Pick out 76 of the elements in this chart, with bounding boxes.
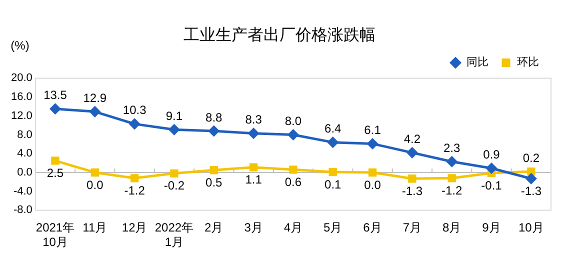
- point: [328, 137, 338, 148]
- data-label: 12.9: [83, 90, 107, 105]
- point: [368, 168, 377, 177]
- y-tick-label: -4.0: [13, 185, 32, 198]
- point: [328, 168, 337, 176]
- data-label: 0.0: [86, 178, 104, 192]
- data-label: 0.5: [206, 175, 223, 190]
- x-tick-label: 2月: [204, 220, 224, 235]
- point: [406, 147, 418, 158]
- x-tick-label: 10月: [518, 220, 544, 235]
- x-tick-label: 5月: [324, 220, 342, 235]
- data-label: -1.2: [124, 183, 146, 198]
- data-label: -1.3: [402, 184, 423, 198]
- data-label: -0.1: [481, 178, 502, 192]
- point: [51, 156, 60, 165]
- y-tick-label: -8.0: [13, 204, 32, 216]
- x-tick-label: 7月: [402, 220, 422, 235]
- x-tick-label: 12月: [122, 220, 148, 235]
- point: [90, 106, 100, 117]
- data-label: 9.1: [166, 108, 183, 123]
- data-label: 0.1: [324, 177, 342, 192]
- y-tick-label: 8.0: [17, 128, 32, 141]
- data-label: 1.1: [245, 172, 262, 187]
- point: [289, 166, 298, 174]
- point: [248, 128, 259, 139]
- y-tick-label: 16.0: [10, 91, 32, 104]
- point: [170, 169, 178, 178]
- legend-label: 环比: [517, 56, 539, 69]
- point: [130, 174, 139, 182]
- data-label: -1.2: [442, 183, 463, 198]
- x-tick-label: 2022年 1月: [154, 220, 194, 250]
- point: [50, 104, 60, 114]
- point: [210, 166, 218, 174]
- x-tick-label: 3月: [244, 220, 263, 235]
- data-label: 8.3: [245, 112, 262, 127]
- point: [168, 124, 180, 135]
- y-tick-label: 0.0: [17, 166, 32, 179]
- chart-title: 工业生产者出厂价格涨跌幅: [184, 26, 376, 44]
- data-label: -0.2: [164, 178, 185, 193]
- data-label: 10.3: [122, 103, 147, 118]
- point: [448, 174, 456, 182]
- data-label: 13.5: [44, 88, 68, 102]
- data-label: 0.6: [284, 174, 302, 189]
- point: [90, 168, 99, 177]
- data-label: 2.5: [46, 166, 64, 180]
- data-label: 0.0: [364, 178, 382, 192]
- y-tick-label: 4.0: [17, 148, 32, 160]
- data-label: 6.4: [324, 122, 342, 136]
- y-tick-label: 20.0: [10, 72, 32, 84]
- point: [367, 138, 378, 149]
- data-label: 2.3: [444, 140, 461, 155]
- data-label: 6.1: [364, 123, 382, 138]
- x-tick-label: 9月: [482, 220, 501, 235]
- data-label: 8.0: [284, 114, 302, 128]
- data-label: 4.2: [404, 132, 421, 146]
- x-tick-label: 6月: [363, 220, 382, 235]
- data-label: 0.9: [483, 148, 500, 162]
- x-tick-label: 11月: [82, 220, 108, 235]
- y-tick-label: 12.0: [10, 110, 32, 122]
- point: [249, 163, 258, 172]
- y-axis-title: (%): [10, 38, 30, 53]
- point: [486, 162, 497, 174]
- x-tick-label: 2021年 10月: [36, 220, 75, 250]
- data-label: 0.2: [522, 150, 540, 165]
- point: [129, 118, 140, 130]
- data-label: -1.3: [520, 184, 542, 198]
- point: [446, 156, 458, 167]
- point: [288, 130, 298, 140]
- x-tick-label: 8月: [442, 220, 462, 235]
- data-label: 8.8: [206, 110, 223, 124]
- x-tick-label: 4月: [284, 220, 303, 235]
- legend-label: 同比: [466, 56, 488, 69]
- point: [408, 174, 416, 183]
- point: [526, 173, 536, 184]
- point: [208, 126, 220, 136]
- point: [527, 167, 536, 176]
